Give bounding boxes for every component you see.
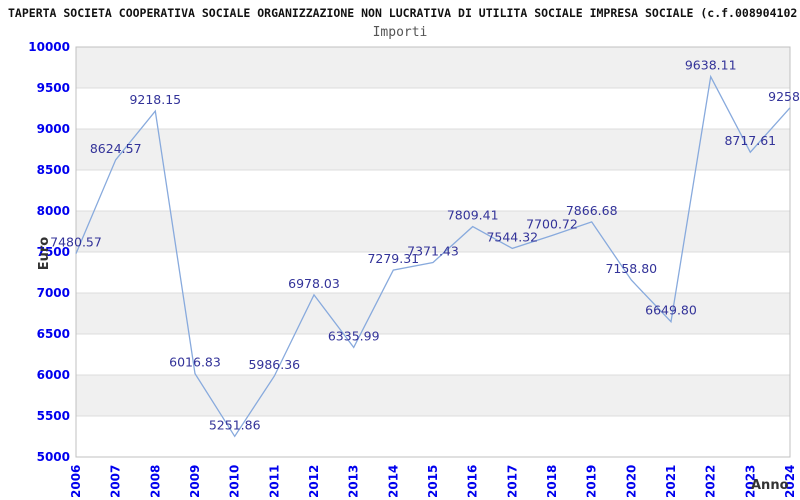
plot-band: [76, 416, 790, 457]
data-point-label: 7700.72: [526, 217, 578, 232]
x-tick-label: 2021: [664, 465, 678, 498]
y-tick-label: 6000: [37, 368, 70, 382]
chart-title-marquee: TAPERTA SOCIETA COOPERATIVA SOCIALE ORGA…: [8, 6, 798, 20]
x-tick-label: 2022: [704, 465, 718, 498]
y-tick-label: 5000: [37, 450, 70, 464]
data-point-label: 6978.03: [288, 276, 340, 291]
data-point-label: 7371.43: [407, 244, 459, 259]
data-point-label: 6016.83: [169, 355, 221, 370]
x-axis-title: Anno: [751, 478, 789, 493]
plot-band: [76, 334, 790, 375]
x-tick-label: 2018: [545, 465, 559, 498]
plot-band: [76, 170, 790, 211]
x-tick-label: 2023: [743, 465, 757, 498]
data-point-label: 9638.11: [685, 58, 737, 73]
chart-line: [75, 74, 791, 438]
plot-band: [76, 293, 790, 334]
x-tick-label: 2020: [624, 465, 638, 498]
x-tick-label: 2015: [426, 465, 440, 498]
x-tick-label: 2009: [188, 465, 202, 498]
x-tick-label: 2014: [386, 465, 400, 498]
data-point-label: 7866.68: [566, 203, 618, 218]
y-tick-label: 9500: [37, 81, 70, 95]
data-point-label: 5986.36: [248, 357, 300, 372]
data-point-label: 8624.57: [90, 141, 142, 156]
x-tick-label: 2024: [783, 465, 797, 498]
data-point-label: 6335.99: [328, 328, 380, 343]
plot-band: [76, 47, 790, 88]
x-tick-label: 2019: [585, 465, 599, 498]
data-point-label: 8717.61: [724, 133, 776, 148]
x-tick-label: 2017: [505, 465, 519, 498]
plot-band: [76, 88, 790, 129]
y-tick-label: 8000: [37, 204, 70, 218]
plot-band: [76, 252, 790, 293]
data-point-label: 7544.32: [486, 229, 538, 244]
y-tick-label: 9000: [37, 122, 70, 136]
x-tick-label: 2012: [307, 465, 321, 498]
y-tick-label: 10000: [28, 40, 70, 54]
x-tick-label: 2016: [466, 465, 480, 498]
y-tick-label: 7000: [37, 286, 70, 300]
y-axis-title: Euro: [37, 236, 53, 271]
x-tick-label: 2007: [109, 465, 123, 498]
x-tick-label: 2013: [347, 465, 361, 498]
y-tick-label: 8500: [37, 163, 70, 177]
plot-band: [76, 375, 790, 416]
y-tick-label: 7500: [37, 245, 70, 259]
data-point-label: 9258.5: [768, 89, 800, 104]
data-point-label: 9218.15: [129, 92, 181, 107]
x-tick-label: 2011: [267, 465, 281, 498]
chart-subtitle: Importi: [372, 25, 428, 40]
x-tick-label: 2006: [69, 465, 83, 498]
x-tick-label: 2010: [228, 465, 242, 498]
data-point-label: 6649.80: [645, 303, 697, 318]
data-point-label: 7158.80: [605, 261, 657, 276]
x-tick-label: 2008: [148, 465, 162, 498]
plot-band: [76, 129, 790, 170]
data-point-label: 7480.57: [50, 235, 102, 250]
data-point-label: 7809.41: [447, 208, 499, 223]
plot-band: [76, 211, 790, 252]
y-tick-label: 5500: [37, 409, 70, 423]
data-point-label: 5251.86: [209, 417, 261, 432]
data-point-label: 7279.31: [367, 251, 419, 266]
y-tick-label: 6500: [37, 327, 70, 341]
